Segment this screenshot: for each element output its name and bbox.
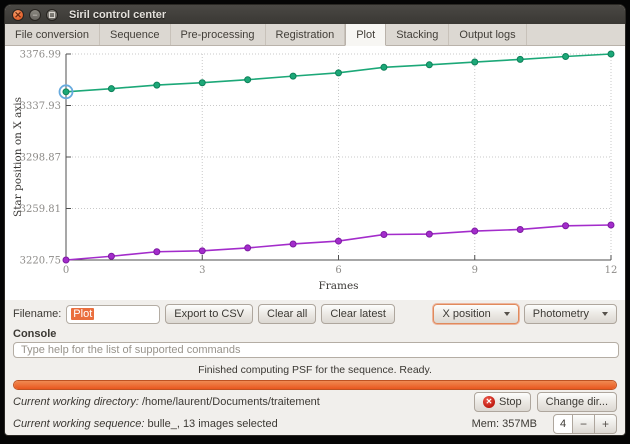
tab-pre-processing[interactable]: Pre-processing — [171, 24, 266, 45]
clear-latest-button[interactable]: Clear latest — [321, 304, 395, 324]
stop-label: Stop — [499, 396, 522, 408]
sequence-label: Current working sequence: — [13, 418, 144, 430]
status-message: Finished computing PSF for the sequence.… — [5, 364, 625, 376]
data-point[interactable] — [608, 222, 614, 228]
memory-usage: Mem: 357MB — [472, 418, 537, 430]
data-point[interactable] — [336, 70, 342, 76]
tab-plot[interactable]: Plot — [345, 24, 386, 46]
sequence-text: Current working sequence: bulle_, 13 ima… — [13, 418, 278, 430]
data-point[interactable] — [290, 241, 296, 247]
x-tick-label: 12 — [605, 265, 618, 276]
cwd-value: /home/laurent/Documents/traitement — [142, 396, 320, 408]
tab-bar: File conversion Sequence Pre-processing … — [5, 24, 625, 46]
x-tick-label: 3 — [199, 265, 205, 276]
cwd-text: Current working directory: /home/laurent… — [13, 396, 320, 408]
cwd-label: Current working directory: — [13, 396, 139, 408]
filename-value: Plot — [71, 308, 94, 320]
tab-sequence[interactable]: Sequence — [100, 24, 171, 45]
data-point[interactable] — [563, 53, 569, 59]
data-point[interactable] — [517, 56, 523, 62]
x-tick-label: 0 — [63, 265, 69, 276]
spinner-decrement-button[interactable]: − — [573, 414, 595, 434]
progress-bar — [13, 380, 617, 390]
stop-icon: ✕ — [483, 396, 495, 408]
data-point[interactable] — [290, 73, 296, 79]
working-sequence-row: Current working sequence: bulle_, 13 ima… — [5, 413, 625, 435]
spinner-value[interactable]: 4 — [553, 414, 573, 434]
filename-input[interactable]: Plot — [66, 305, 160, 324]
filename-label: Filename: — [13, 308, 61, 320]
data-point[interactable] — [108, 86, 114, 92]
plot-canvas[interactable]: 3220.75 3259.81 3298.87 3337.93 3376.99 0 3 6 9 1… — [5, 46, 626, 300]
y-tick-label: 3298.87 — [20, 153, 61, 164]
window-title: Siril control center — [69, 9, 166, 21]
data-point[interactable] — [381, 64, 387, 70]
y-axis-label: Star position on X axis — [12, 97, 24, 217]
data-point[interactable] — [381, 231, 387, 237]
titlebar[interactable]: ✕ − Siril control center — [5, 5, 625, 24]
data-point[interactable] — [154, 249, 160, 255]
data-point[interactable] — [245, 245, 251, 251]
y-tick-label: 3337.93 — [20, 101, 61, 112]
photometry-value: Photometry — [533, 308, 589, 320]
data-point[interactable] — [199, 248, 205, 254]
console-label: Console — [5, 327, 625, 342]
tab-file-conversion[interactable]: File conversion — [5, 24, 100, 45]
y-tick-label: 3259.81 — [20, 204, 61, 215]
photometry-dropdown[interactable]: Photometry — [524, 304, 617, 324]
working-directory-row: Current working directory: /home/laurent… — [5, 391, 625, 413]
data-point[interactable] — [563, 223, 569, 229]
stop-button[interactable]: ✕ Stop — [474, 392, 531, 412]
thread-spinner: 4 − + — [553, 414, 617, 434]
data-point[interactable] — [472, 228, 478, 234]
tab-stacking[interactable]: Stacking — [386, 24, 449, 45]
spinner-increment-button[interactable]: + — [595, 414, 617, 434]
sequence-value: bulle_, 13 images selected — [147, 418, 277, 430]
x-tick-label: 6 — [335, 265, 341, 276]
plot-controls: Filename: Plot Export to CSV Clear all C… — [5, 300, 625, 327]
maximize-icon[interactable] — [46, 9, 58, 21]
y-tick-label: 3220.75 — [20, 256, 61, 267]
data-point[interactable] — [472, 59, 478, 65]
data-point[interactable] — [245, 77, 251, 83]
data-point[interactable] — [63, 257, 69, 263]
data-point[interactable] — [154, 82, 160, 88]
data-point[interactable] — [517, 226, 523, 232]
data-point[interactable] — [336, 238, 342, 244]
data-point[interactable] — [63, 89, 69, 95]
chevron-down-icon — [602, 312, 608, 316]
progress-fill — [14, 381, 616, 389]
plot-area: 3220.75 3259.81 3298.87 3337.93 3376.99 0 3 6 9 1… — [5, 46, 625, 300]
clear-all-button[interactable]: Clear all — [258, 304, 316, 324]
minimize-icon[interactable]: − — [29, 9, 41, 21]
close-icon[interactable]: ✕ — [12, 9, 24, 21]
export-csv-button[interactable]: Export to CSV — [165, 304, 253, 324]
x-tick-label: 9 — [472, 265, 478, 276]
y-tick-label: 3376.99 — [20, 50, 61, 61]
tab-output-logs[interactable]: Output logs — [449, 24, 526, 45]
siril-window: ✕ − Siril control center File conversion… — [4, 4, 626, 436]
data-point[interactable] — [426, 231, 432, 237]
console-input[interactable] — [13, 342, 619, 358]
change-dir-button[interactable]: Change dir... — [537, 392, 617, 412]
chevron-down-icon — [504, 312, 510, 316]
tab-registration[interactable]: Registration — [266, 24, 346, 45]
data-point[interactable] — [608, 51, 614, 57]
data-point[interactable] — [108, 253, 114, 259]
x-axis-label: Frames — [318, 280, 358, 292]
plot-source-value: X position — [442, 308, 490, 320]
data-point[interactable] — [426, 62, 432, 68]
plot-source-dropdown[interactable]: X position — [433, 304, 518, 324]
data-point[interactable] — [199, 80, 205, 86]
